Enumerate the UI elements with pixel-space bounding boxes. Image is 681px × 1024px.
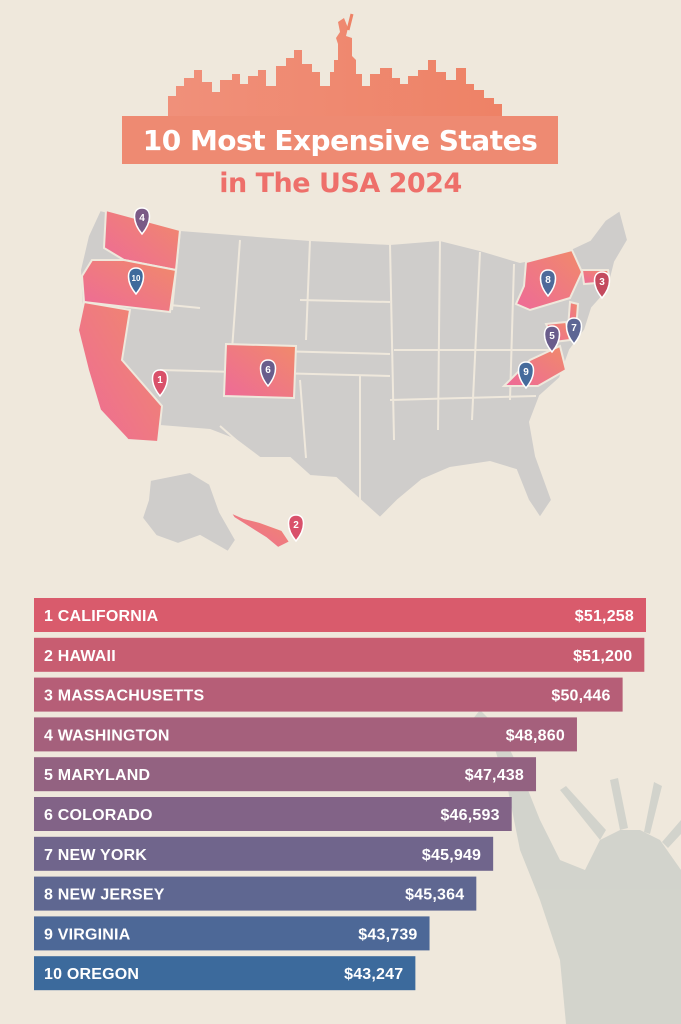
map-pin-icon xyxy=(593,271,611,300)
map-marker-rank: 7 xyxy=(571,323,577,334)
map-pin-icon xyxy=(127,267,145,296)
bar-category-label: 4 WASHINGTON xyxy=(44,727,170,744)
map-marker-massachusetts: 3 xyxy=(593,271,611,300)
bar-value-label: $47,438 xyxy=(465,767,524,784)
map-marker-rank: 8 xyxy=(545,275,551,286)
map-marker-new-york: 7 xyxy=(565,317,583,346)
map-marker-california: 1 xyxy=(151,369,169,398)
map-pin-icon xyxy=(287,514,305,543)
map-marker-rank: 10 xyxy=(132,274,141,283)
bar-value-label: $45,949 xyxy=(422,847,481,864)
map-pin-icon xyxy=(565,317,583,346)
bar-category-label: 10 OREGON xyxy=(44,966,139,983)
bar-3 xyxy=(34,677,623,712)
oregon-shape xyxy=(80,259,178,314)
map-marker-rank: 4 xyxy=(139,213,145,224)
map-marker-washington: 4 xyxy=(133,207,151,236)
bar-value-label: $51,200 xyxy=(573,648,632,665)
bar-2 xyxy=(34,637,645,672)
page-subtitle: in The USA 2024 xyxy=(219,168,462,199)
bar-value-label: $46,593 xyxy=(440,807,499,824)
map-marker-rank: 2 xyxy=(293,520,299,531)
bar-category-label: 1 CALIFORNIA xyxy=(44,608,159,625)
map-marker-maryland: 5 xyxy=(543,325,561,354)
map-pin-icon xyxy=(151,369,169,398)
bar-1 xyxy=(34,598,646,632)
us-map: 1 2 3 4 5 6 7 8 9 10 xyxy=(76,207,630,554)
california-shape xyxy=(76,300,164,444)
bar-value-label: $51,258 xyxy=(575,608,634,625)
map-marker-rank: 6 xyxy=(265,365,271,376)
bar-value-label: $48,860 xyxy=(506,727,565,744)
bar-8 xyxy=(34,876,477,911)
map-marker-colorado: 6 xyxy=(259,359,277,388)
map-marker-oregon: 10 xyxy=(127,267,145,296)
bar-category-label: 7 NEW YORK xyxy=(44,847,147,864)
bar-5 xyxy=(34,757,537,792)
map-pin-icon xyxy=(543,325,561,354)
map-marker-rank: 1 xyxy=(157,375,163,386)
bar-value-label: $43,739 xyxy=(358,926,417,943)
bar-10 xyxy=(34,956,416,991)
bar-value-label: $50,446 xyxy=(551,688,610,705)
map-marker-rank: 3 xyxy=(599,277,605,288)
map-pin-icon xyxy=(259,359,277,388)
bar-category-label: 8 NEW JERSEY xyxy=(44,887,165,904)
city-skyline-illustration xyxy=(168,13,502,116)
bar-value-label: $43,247 xyxy=(344,966,403,983)
map-marker-rank: 5 xyxy=(549,331,555,342)
title-banner: 10 Most Expensive States xyxy=(122,116,558,164)
map-pin-icon xyxy=(539,269,557,298)
map-marker-new-jersey: 8 xyxy=(539,269,557,298)
bar-4 xyxy=(34,717,577,752)
bar-7 xyxy=(34,836,494,871)
alaska-shape xyxy=(140,470,238,554)
map-marker-hawaii: 2 xyxy=(287,514,305,543)
bar-category-label: 5 MARYLAND xyxy=(44,767,150,784)
bar-6 xyxy=(34,797,512,831)
page-title: 10 Most Expensive States xyxy=(142,123,538,157)
bar-category-label: 2 HAWAII xyxy=(44,648,116,665)
contiguous-us-shape xyxy=(78,208,630,520)
map-pin-icon xyxy=(517,361,535,390)
bar-category-label: 9 VIRGINIA xyxy=(44,926,131,943)
map-pin-icon xyxy=(133,207,151,236)
bar-category-label: 6 COLORADO xyxy=(44,807,153,824)
map-marker-virginia: 9 xyxy=(517,361,535,390)
bar-value-label: $45,364 xyxy=(405,887,464,904)
bar-category-label: 3 MASSACHUSETTS xyxy=(44,688,204,705)
bar-9 xyxy=(34,916,430,951)
hawaii-shape xyxy=(227,509,292,550)
map-marker-rank: 9 xyxy=(523,367,529,378)
